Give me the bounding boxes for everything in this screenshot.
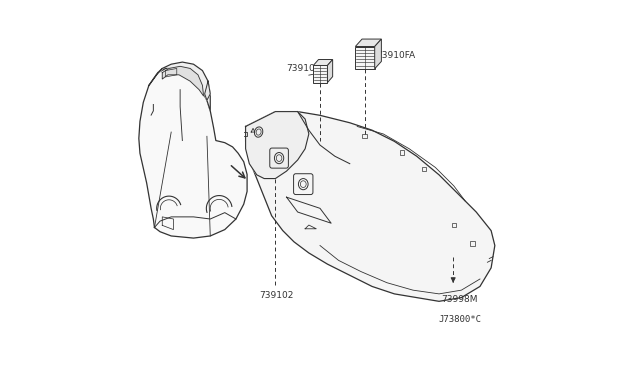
Text: 739102: 739102	[259, 291, 293, 300]
Polygon shape	[149, 68, 163, 86]
Polygon shape	[158, 62, 211, 111]
Bar	[452, 223, 456, 227]
Text: J73800*C: J73800*C	[438, 315, 481, 324]
Text: 73998M: 73998M	[441, 295, 477, 304]
Text: 73910FA: 73910FA	[376, 51, 415, 60]
Bar	[362, 134, 367, 138]
Bar	[422, 167, 426, 171]
Polygon shape	[139, 68, 247, 238]
Polygon shape	[163, 66, 204, 96]
Text: 73910F3: 73910F3	[287, 64, 326, 73]
Polygon shape	[328, 60, 333, 83]
Polygon shape	[246, 112, 309, 179]
Polygon shape	[374, 39, 381, 69]
Bar	[399, 150, 404, 155]
Polygon shape	[355, 39, 381, 46]
Bar	[470, 241, 475, 246]
Polygon shape	[314, 65, 328, 83]
Polygon shape	[355, 46, 374, 69]
Polygon shape	[314, 60, 333, 65]
Polygon shape	[246, 112, 495, 301]
Polygon shape	[205, 81, 211, 100]
